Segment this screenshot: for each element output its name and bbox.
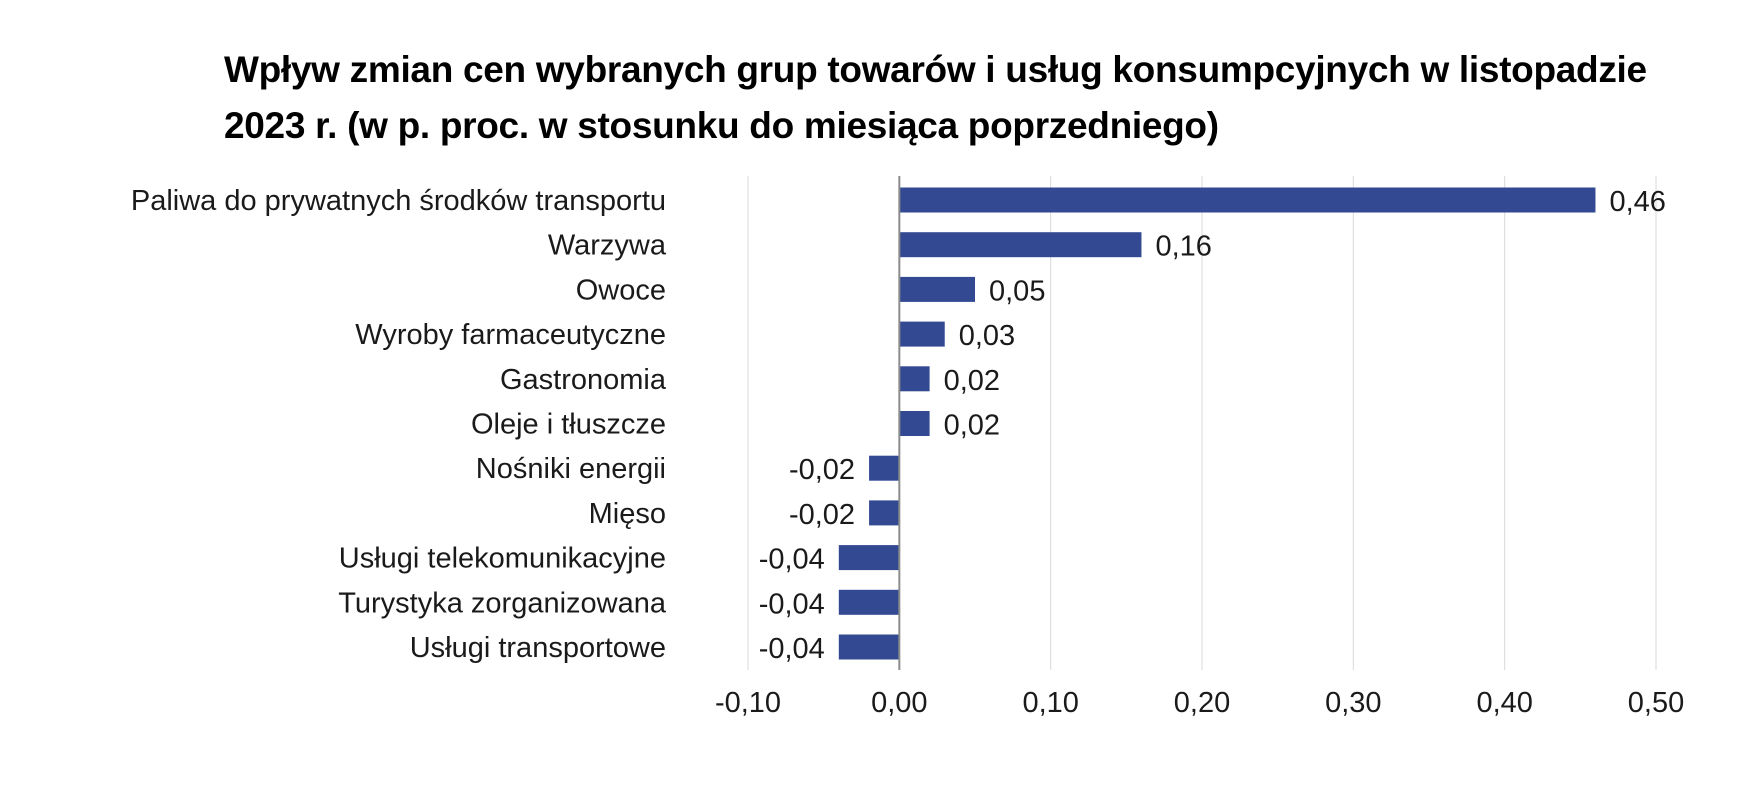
bar bbox=[899, 366, 930, 392]
category-label: Warzywa bbox=[548, 230, 667, 262]
value-label: -0,04 bbox=[759, 544, 825, 576]
value-label: -0,04 bbox=[759, 633, 825, 665]
x-tick-labels: -0,10 0,00 0,10 0,20 0,30 0,40 0,50 bbox=[715, 687, 1684, 719]
category-label: Nośniki energii bbox=[476, 453, 666, 485]
value-label: 0,46 bbox=[1609, 186, 1665, 218]
value-label: 0,16 bbox=[1155, 231, 1211, 263]
category-label: Oleje i tłuszcze bbox=[471, 409, 666, 441]
value-label: 0,02 bbox=[944, 365, 1000, 397]
bar bbox=[899, 232, 1142, 258]
bar bbox=[838, 589, 900, 615]
value-label: -0,04 bbox=[759, 588, 825, 620]
value-label: -0,02 bbox=[789, 499, 855, 531]
bar bbox=[899, 187, 1596, 213]
x-tick-label: 0,20 bbox=[1174, 687, 1230, 719]
bar bbox=[899, 411, 930, 436]
bar bbox=[838, 545, 900, 571]
value-label: 0,02 bbox=[944, 410, 1000, 442]
value-label: 0,03 bbox=[959, 320, 1015, 352]
category-label: Paliwa do prywatnych środków transportu bbox=[131, 185, 666, 217]
bar bbox=[899, 276, 975, 302]
category-label: Usługi transportowe bbox=[410, 632, 666, 664]
category-label: Mięso bbox=[589, 498, 666, 530]
bar bbox=[869, 500, 900, 526]
category-labels: Paliwa do prywatnych środków transportu W… bbox=[131, 185, 667, 664]
chart-title: Wpływ zmian cen wybranych grup towarów i… bbox=[224, 49, 1647, 146]
category-label: Owoce bbox=[576, 274, 666, 306]
x-tick-label: -0,10 bbox=[715, 687, 781, 719]
x-tick-label: 0,30 bbox=[1325, 687, 1381, 719]
x-tick-label: 0,10 bbox=[1022, 687, 1078, 719]
x-tick-label: 0,40 bbox=[1476, 687, 1532, 719]
x-tick-label: 0,00 bbox=[871, 687, 927, 719]
category-label: Gastronomia bbox=[500, 364, 667, 396]
category-label: Wyroby farmaceutyczne bbox=[355, 319, 666, 351]
value-labels: 0,46 0,16 0,05 0,03 0,02 0,02 -0,02 -0,02 -0,04 -… bbox=[759, 186, 1666, 665]
category-label: Usługi telekomunikacyjne bbox=[339, 543, 666, 575]
x-tick-label: 0,50 bbox=[1628, 687, 1684, 719]
value-label: 0,05 bbox=[989, 275, 1045, 307]
gridlines bbox=[747, 176, 1657, 670]
bar bbox=[869, 455, 900, 481]
bars bbox=[838, 187, 1596, 660]
category-label: Turystyka zorganizowana bbox=[338, 587, 667, 619]
value-label: -0,02 bbox=[789, 454, 855, 486]
bar bbox=[838, 634, 900, 660]
bar bbox=[899, 321, 945, 347]
